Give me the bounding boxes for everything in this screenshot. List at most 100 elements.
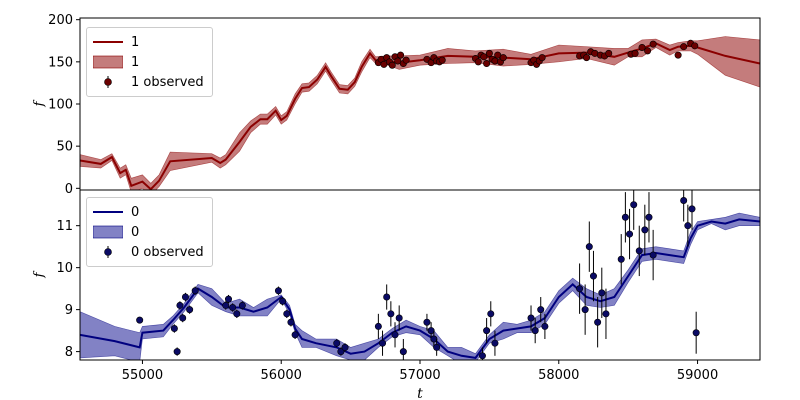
observed-point: [585, 243, 593, 251]
observed-point: [680, 43, 688, 51]
observed-point: [287, 318, 295, 326]
legend-band-label: 0: [131, 224, 140, 240]
observed-point: [531, 327, 539, 335]
observed-point: [605, 49, 613, 57]
observed-point: [173, 348, 181, 356]
observed-point: [691, 42, 699, 50]
observed-point: [274, 287, 282, 295]
observed-point: [680, 196, 688, 204]
observed-point: [649, 40, 657, 48]
observed-point: [688, 205, 696, 213]
observed-point: [222, 301, 230, 309]
observed-point: [233, 310, 241, 318]
observed-point: [541, 322, 549, 330]
observed-point: [229, 304, 237, 312]
legend-observed-swatch: [104, 246, 112, 258]
observed-point: [399, 348, 407, 356]
observed-point: [581, 306, 589, 314]
observed-point: [674, 51, 682, 59]
observed-point: [589, 272, 597, 280]
legend-line-entry: 1: [93, 32, 204, 52]
legend-observed-label: 1 observed: [131, 74, 204, 90]
observed-point: [383, 293, 391, 301]
y-tick-label: 8: [65, 345, 73, 360]
observed-point: [438, 56, 446, 64]
observed-point: [402, 56, 410, 64]
observed-point: [291, 331, 299, 339]
legend-band-entry: 0: [93, 222, 204, 242]
legend-observed-entry: 1 observed: [93, 72, 204, 92]
observed-point: [379, 339, 387, 347]
legend-band-swatch: [93, 55, 123, 69]
top-legend: 1 1 1 observed: [86, 27, 213, 97]
y-axis-label: f: [32, 99, 47, 107]
observed-point: [474, 58, 482, 66]
observed-point: [395, 314, 403, 322]
observed-point: [630, 201, 638, 209]
observed-point: [483, 60, 491, 68]
observed-point: [136, 316, 144, 324]
bottom-panel: 8 9 10 11 55000 56000 57000 58000 59000 f t: [32, 189, 761, 400]
observed-point: [644, 47, 652, 55]
observed-point: [602, 310, 610, 318]
y-tick-label: 200: [48, 13, 73, 28]
observed-point: [224, 295, 232, 303]
observed-point: [635, 247, 643, 255]
observed-point: [487, 310, 495, 318]
observed-point: [617, 255, 625, 263]
y-tick-label: 50: [56, 140, 73, 155]
legend-band-swatch: [93, 225, 123, 239]
observed-point: [626, 230, 634, 238]
observed-point: [170, 325, 178, 333]
observed-point: [186, 306, 194, 314]
observed-point: [638, 44, 646, 52]
legend-line-label: 0: [131, 204, 140, 220]
model-mean-line: [80, 42, 760, 190]
legend-observed-entry: 0 observed: [93, 242, 204, 262]
x-tick-label: 58000: [538, 368, 579, 383]
y-tick-label: 11: [56, 219, 73, 234]
x-tick-label: 59000: [677, 368, 718, 383]
observed-point: [427, 327, 435, 335]
legend-band-entry: 1: [93, 52, 204, 72]
observed-point: [341, 343, 349, 351]
observed-point: [641, 226, 649, 234]
observed-point: [485, 49, 493, 57]
observed-point: [191, 287, 199, 295]
legend-observed-label: 0 observed: [131, 244, 204, 260]
observed-point: [433, 343, 441, 351]
observed-point: [391, 331, 399, 339]
observed-point: [374, 322, 382, 330]
observed-point: [692, 329, 700, 337]
observed-point: [499, 54, 507, 62]
observed-point: [649, 251, 657, 259]
observed-point: [684, 222, 692, 230]
observed-point: [645, 213, 653, 221]
legend-observed-swatch: [104, 76, 112, 88]
observed-point: [483, 327, 491, 335]
observed-point: [527, 314, 535, 322]
observed-point: [598, 289, 606, 297]
observed-point: [576, 285, 584, 293]
observed-point: [631, 49, 639, 57]
observed-point: [333, 339, 341, 347]
plot-area: [80, 36, 760, 190]
observed-point: [283, 310, 291, 318]
legend-band-label: 1: [131, 54, 140, 70]
observed-point: [478, 352, 486, 360]
observed-point: [279, 297, 287, 305]
observed-point: [491, 339, 499, 347]
observed-point: [397, 51, 405, 59]
observed-point: [430, 335, 438, 343]
observed-point: [337, 348, 345, 356]
observed-point: [538, 54, 546, 62]
x-axis-label: t: [417, 386, 423, 400]
legend-line-swatch: [93, 211, 123, 213]
observed-point: [238, 301, 246, 309]
observed-point: [181, 293, 189, 301]
observed-point: [621, 213, 629, 221]
legend-line-swatch: [93, 41, 123, 43]
x-tick-label: 56000: [261, 368, 302, 383]
top-panel: 0 50 100 150 200 f: [32, 13, 761, 197]
